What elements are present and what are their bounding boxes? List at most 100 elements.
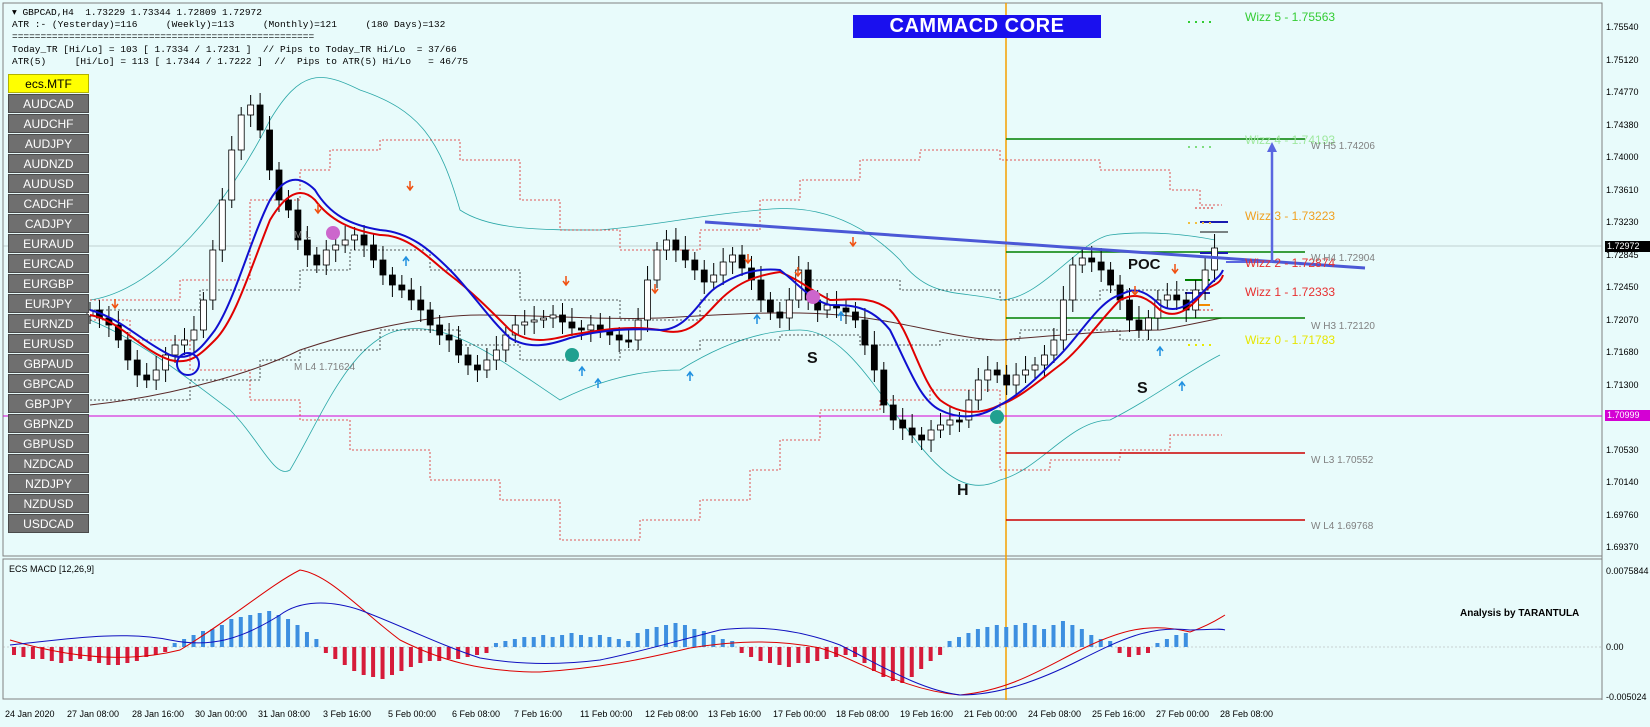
candle-body — [861, 319, 869, 346]
symbol-button-cadchf[interactable]: CADCHF — [8, 194, 89, 213]
macd-histogram-bar — [333, 647, 338, 659]
weekly-h4-label: W H4 1.72904 — [1311, 253, 1375, 264]
symbol-button-usdcad[interactable]: USDCAD — [8, 514, 89, 533]
price-axis-label: 1.69760 — [1606, 509, 1639, 520]
symbol-button-audnzd[interactable]: AUDNZD — [8, 154, 89, 173]
analysis-credit: Analysis by TARANTULA — [1460, 608, 1580, 619]
symbol-button-gbpaud[interactable]: GBPAUD — [8, 354, 89, 373]
macd-histogram-bar — [626, 641, 631, 647]
macd-histogram-bar — [1079, 629, 1084, 647]
candle-body — [644, 279, 651, 321]
candle-body — [1163, 294, 1171, 301]
candle-body — [247, 104, 255, 116]
macd-histogram-bar — [219, 625, 224, 647]
macd-histogram-bar — [739, 647, 744, 653]
symbol-button-nzdusd[interactable]: NZDUSD — [8, 494, 89, 513]
candle-body — [332, 244, 340, 251]
atr5-line: ATR(5) [Hi/Lo] = 113 [ 1.7344 / 1.7222 ]… — [12, 56, 469, 67]
symbol-button-ecs-mtf[interactable]: ecs.MTF — [8, 74, 89, 93]
candle-body — [1050, 339, 1058, 356]
candle-body — [370, 244, 377, 261]
candle-body — [587, 324, 595, 331]
macd-histogram-bar — [201, 631, 205, 647]
candle-body — [578, 327, 585, 331]
macd-histogram-bar — [512, 639, 517, 647]
weekly-l4-label: W L4 1.69768 — [1311, 521, 1374, 532]
macd-histogram-bar — [210, 629, 215, 647]
macd-histogram-bar — [144, 647, 149, 657]
candle-body — [143, 374, 151, 381]
symbol-button-eurusd[interactable]: EURUSD — [8, 334, 89, 353]
macd-histogram-bar — [957, 637, 961, 647]
symbol-button-eurnzd[interactable]: EURNZD — [8, 314, 89, 333]
sell-arrow-icon — [314, 204, 322, 215]
macd-histogram-bar — [890, 647, 895, 681]
time-axis-label: 17 Feb 00:00 — [773, 709, 827, 719]
candle-body — [719, 261, 727, 276]
macd-histogram-bar — [1117, 647, 1122, 653]
price-axis-label: 1.72450 — [1606, 282, 1639, 292]
separator-line: ========================================… — [12, 31, 315, 42]
candle-body — [681, 249, 689, 261]
candle-body — [303, 239, 311, 256]
macd-histogram-bar — [692, 629, 697, 647]
macd-histogram-bar — [975, 629, 980, 647]
macd-histogram-bar — [730, 641, 735, 647]
symbol-button-gbpjpy[interactable]: GBPJPY — [8, 394, 89, 413]
time-axis-label: 25 Feb 16:00 — [1092, 709, 1146, 719]
candle-body — [1145, 317, 1152, 331]
price-axis-label: 1.70140 — [1606, 477, 1639, 487]
symbol-button-cadjpy[interactable]: CADJPY — [8, 214, 89, 233]
candle-body — [474, 364, 481, 371]
candle-body — [691, 259, 699, 271]
wizz3-label: Wizz 3 - 1.73223 — [1245, 209, 1336, 223]
candle-body — [1097, 261, 1105, 271]
price-axis-label: 1.71300 — [1606, 379, 1639, 390]
shoulder-left-annotation: S — [807, 350, 818, 367]
macd-histogram-bar — [834, 647, 839, 657]
sell-arrow-icon — [651, 284, 659, 295]
dropdown-arrow-icon[interactable]: ▾ — [12, 7, 17, 18]
buy-arrow-icon — [686, 370, 694, 381]
macd-histogram-bar — [1098, 639, 1103, 647]
macd-histogram-bar — [881, 647, 886, 677]
symbol-button-audchf[interactable]: AUDCHF — [8, 114, 89, 133]
symbol-button-eurjpy[interactable]: EURJPY — [8, 294, 89, 313]
macd-histogram-bar — [786, 647, 791, 667]
symbol-button-eurcad[interactable]: EURCAD — [8, 254, 89, 273]
macd-histogram-bar — [701, 631, 706, 647]
symbol-button-audcad[interactable]: AUDCAD — [8, 94, 89, 113]
candle-body — [511, 324, 519, 336]
macd-histogram-bar — [711, 635, 716, 647]
time-axis-label: 13 Feb 16:00 — [708, 709, 762, 719]
macd-histogram-bar — [1146, 647, 1150, 653]
symbol-button-gbpcad[interactable]: GBPCAD — [8, 374, 89, 393]
macd-histogram-bar — [125, 647, 130, 663]
symbol-button-euraud[interactable]: EURAUD — [8, 234, 89, 253]
wizz2-label: Wizz 2 - 1.72874 — [1245, 256, 1336, 270]
candle-body — [133, 359, 141, 376]
time-axis-label: 6 Feb 08:00 — [452, 709, 501, 719]
macd-histogram-bar — [153, 647, 158, 655]
candle-body — [152, 369, 160, 381]
macd-histogram-bar — [59, 647, 64, 663]
symbol-button-eurgbp[interactable]: EURGBP — [8, 274, 89, 293]
wizz1-label: Wizz 1 - 1.72333 — [1245, 285, 1336, 299]
symbol-button-nzdcad[interactable]: NZDCAD — [8, 454, 89, 473]
candle-body — [1041, 354, 1048, 366]
symbol-button-nzdjpy[interactable]: NZDJPY — [8, 474, 89, 493]
macd-histogram-bar — [796, 647, 801, 663]
macd-histogram-bar — [1051, 625, 1056, 647]
macd-histogram-bar — [314, 639, 319, 647]
price-axis-label: 1.72845 — [1606, 249, 1639, 260]
horizontal-line-price-tag: 1.70999 — [1605, 410, 1650, 421]
macd-axis-label: 0.00 — [1606, 642, 1624, 652]
macd-histogram-bar — [1060, 621, 1065, 647]
candle-body — [360, 234, 368, 246]
time-axis-label: 30 Jan 00:00 — [195, 709, 248, 719]
symbol-button-gbpnzd[interactable]: GBPNZD — [8, 414, 89, 433]
symbol-button-audjpy[interactable]: AUDJPY — [8, 134, 89, 153]
symbol-button-gbpusd[interactable]: GBPUSD — [8, 434, 89, 453]
symbol-button-audusd[interactable]: AUDUSD — [8, 174, 89, 193]
macd-histogram-bar — [115, 647, 120, 665]
